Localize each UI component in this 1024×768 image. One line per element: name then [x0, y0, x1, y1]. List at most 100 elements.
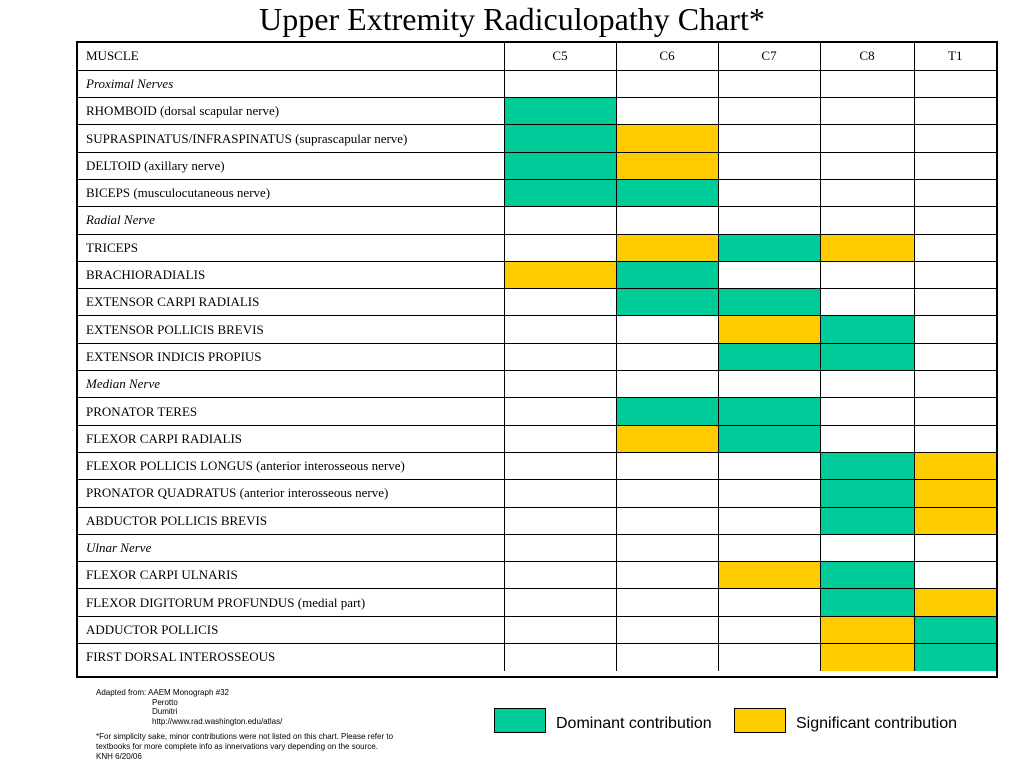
- dominant-cell-c7: [717, 342, 821, 372]
- empty-cell-c7: [717, 97, 821, 126]
- muscle-row: TRICEPS: [78, 233, 996, 262]
- empty-cell-c7: [717, 643, 821, 671]
- empty-cell-c8: [819, 178, 915, 208]
- significant-cell-c6: [615, 424, 719, 453]
- empty-cell-c8: [819, 151, 915, 180]
- empty-cell-c5: [503, 451, 617, 481]
- muscle-row: EXTENSOR INDICIS PROPIUS: [78, 342, 996, 372]
- dominant-cell-c8: [819, 315, 915, 344]
- empty-cell-c6: [615, 315, 719, 344]
- significant-cell-t1: [913, 588, 996, 617]
- dominant-cell-c7: [717, 288, 821, 317]
- empty-cell-c7: [717, 479, 821, 508]
- dominant-cell-t1: [913, 615, 996, 645]
- empty-cell-c5: [503, 588, 617, 617]
- muscle-row: PRONATOR QUADRATUS (anterior interosseou…: [78, 479, 996, 508]
- section-heading: Median Nerve: [78, 370, 505, 399]
- significant-cell-c8: [819, 233, 915, 262]
- dominant-cell-c5: [503, 97, 617, 126]
- footnote-note: textbooks for more complete info as inne…: [96, 741, 378, 751]
- dominant-cell-c8: [819, 506, 915, 535]
- table-body: Proximal Nerves RHOMBOID (dorsal scapular…: [78, 70, 996, 671]
- empty-cell-c7: [717, 588, 821, 617]
- empty-cell-c7: [717, 151, 821, 180]
- muscle-name: DELTOID (axillary nerve): [78, 151, 505, 180]
- muscle-name: PRONATOR TERES: [78, 397, 505, 426]
- dominant-cell-t1: [913, 643, 996, 671]
- empty-cell-c8: [819, 288, 915, 317]
- empty-cell-t1: [913, 233, 996, 262]
- empty-cell-c5: [503, 643, 617, 671]
- empty-cell-c7: [717, 206, 821, 235]
- muscle-name: FLEXOR CARPI RADIALIS: [78, 424, 505, 453]
- empty-cell-t1: [913, 206, 996, 235]
- empty-cell-c7: [717, 533, 821, 563]
- empty-cell-c8: [819, 533, 915, 563]
- dominant-cell-c5: [503, 178, 617, 208]
- empty-cell-t1: [913, 124, 996, 153]
- muscle-name: FIRST DORSAL INTEROSSEOUS: [78, 643, 505, 671]
- empty-cell-c5: [503, 561, 617, 590]
- dominant-cell-c8: [819, 588, 915, 617]
- dominant-cell-c7: [717, 233, 821, 262]
- muscle-name: PRONATOR QUADRATUS (anterior interosseou…: [78, 479, 505, 508]
- muscle-row: EXTENSOR CARPI RADIALIS: [78, 288, 996, 317]
- empty-cell-t1: [913, 178, 996, 208]
- muscle-row: PRONATOR TERES: [78, 397, 996, 426]
- muscle-name: EXTENSOR POLLICIS BREVIS: [78, 315, 505, 344]
- footnote: Adapted from: AAEM Monograph #32 Perotto…: [96, 688, 393, 761]
- empty-cell-t1: [913, 97, 996, 126]
- muscle-row: DELTOID (axillary nerve): [78, 151, 996, 180]
- empty-cell-c8: [819, 97, 915, 126]
- empty-cell-c6: [615, 70, 719, 99]
- footnote-author: Perotto: [152, 697, 178, 707]
- empty-cell-c6: [615, 588, 719, 617]
- footnote-source: Adapted from: AAEM Monograph #32: [96, 688, 229, 697]
- significant-cell-c8: [819, 643, 915, 671]
- empty-cell-c6: [615, 97, 719, 126]
- empty-cell-t1: [913, 561, 996, 590]
- muscle-row: FLEXOR CARPI RADIALIS: [78, 424, 996, 453]
- empty-cell-c6: [615, 370, 719, 399]
- empty-cell-c6: [615, 615, 719, 645]
- empty-cell-c5: [503, 315, 617, 344]
- section-heading: Ulnar Nerve: [78, 533, 505, 563]
- muscle-name: EXTENSOR CARPI RADIALIS: [78, 288, 505, 317]
- muscle-row: EXTENSOR POLLICIS BREVIS: [78, 315, 996, 344]
- muscle-row: FLEXOR CARPI ULNARIS: [78, 561, 996, 590]
- muscle-name: BICEPS (musculocutaneous nerve): [78, 178, 505, 208]
- significant-cell-c8: [819, 615, 915, 645]
- muscle-row: FIRST DORSAL INTEROSSEOUS: [78, 643, 996, 671]
- level-header-c5: C5: [503, 43, 617, 71]
- empty-cell-c7: [717, 260, 821, 290]
- legend-significant-swatch: [734, 708, 786, 733]
- footnote-note: *For simplicity sake, minor contribution…: [96, 732, 394, 742]
- footnote-url: http://www.rad.washington.edu/atlas/: [152, 716, 283, 726]
- muscle-row: FLEXOR DIGITORUM PROFUNDUS (medial part): [78, 588, 996, 617]
- muscle-name: ADDUCTOR POLLICIS: [78, 615, 505, 645]
- footnote-author: Dumitri: [152, 707, 178, 717]
- empty-cell-c6: [615, 342, 719, 372]
- empty-cell-c8: [819, 70, 915, 99]
- dominant-cell-c5: [503, 151, 617, 180]
- dominant-cell-c8: [819, 479, 915, 508]
- muscle-name: FLEXOR DIGITORUM PROFUNDUS (medial part): [78, 588, 505, 617]
- empty-cell-c5: [503, 424, 617, 453]
- empty-cell-t1: [913, 424, 996, 453]
- muscle-name: ABDUCTOR POLLICIS BREVIS: [78, 506, 505, 535]
- muscle-name: FLEXOR CARPI ULNARIS: [78, 561, 505, 590]
- muscle-name: EXTENSOR INDICIS PROPIUS: [78, 342, 505, 372]
- muscle-row: RHOMBOID (dorsal scapular nerve): [78, 97, 996, 126]
- section-row: Ulnar Nerve: [78, 533, 996, 563]
- empty-cell-c8: [819, 370, 915, 399]
- empty-cell-c6: [615, 643, 719, 671]
- empty-cell-c5: [503, 506, 617, 535]
- radiculopathy-table: MUSCLE C5 C6 C7 C8 T1 Proximal Nerves RHO…: [78, 43, 996, 671]
- significant-cell-c7: [717, 561, 821, 590]
- empty-cell-t1: [913, 315, 996, 344]
- empty-cell-c5: [503, 206, 617, 235]
- significant-cell-c6: [615, 151, 719, 180]
- empty-cell-t1: [913, 397, 996, 426]
- significant-cell-t1: [913, 451, 996, 481]
- empty-cell-c5: [503, 370, 617, 399]
